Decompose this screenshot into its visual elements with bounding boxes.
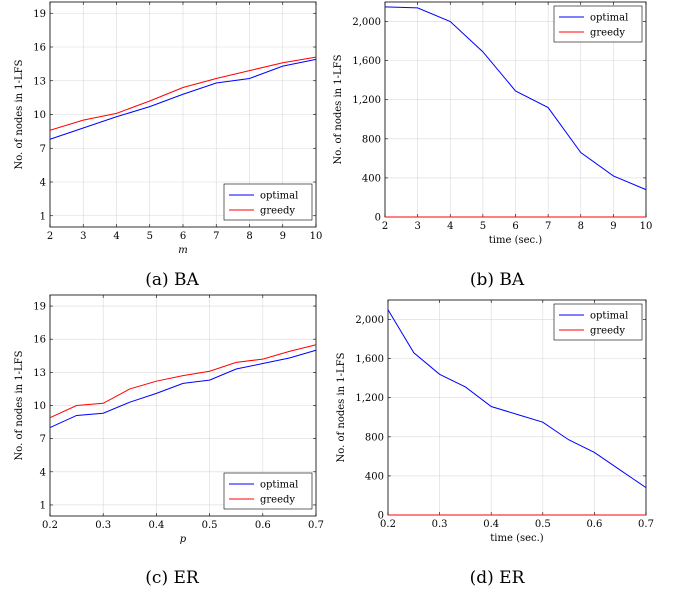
series-line-optimal: [49, 58, 317, 140]
y-tick-label: 16: [33, 43, 46, 54]
series-line-optimal: [49, 349, 317, 429]
x-tick-label: 8: [578, 221, 584, 232]
chart-panel-1: 2 3 4 5 6 7 8 9 10 0 400 800 1,200 1,600 2,000 time (se…: [333, 1, 653, 290]
x-tick-label: 0.2: [42, 520, 58, 531]
y-axis-label: No. of nodes in 1-LFS: [14, 350, 25, 460]
x-axis-label: p: [180, 534, 187, 545]
legend: optimal greedy: [553, 5, 643, 43]
x-tick-label: 4: [113, 231, 119, 242]
y-tick-label: 800: [362, 134, 381, 145]
x-tick-label: 6: [512, 221, 518, 232]
x-tick-label: 6: [180, 231, 186, 242]
x-tick-label: 9: [610, 221, 616, 232]
x-axis-label: time (sec.): [489, 235, 543, 246]
y-tick-label: 1,600: [352, 56, 381, 67]
y-tick-label: 19: [33, 9, 46, 20]
legend-label-greedy: greedy: [590, 326, 625, 337]
chart-panel-0: 2 3 4 5 6 7 8 9 10 1 4 7 10 13 16 19 m No. of nodes in 1-…: [14, 1, 323, 290]
legend-label-optimal: optimal: [590, 13, 628, 24]
x-tick-label: 10: [640, 221, 653, 232]
y-tick-label: 2,000: [355, 315, 384, 326]
x-tick-label: 0.6: [586, 519, 602, 530]
y-tick-label: 800: [365, 432, 384, 443]
x-axis-label: m: [178, 245, 187, 256]
x-tick-label: 10: [310, 231, 323, 242]
series-line-greedy: [49, 56, 317, 131]
series-line-optimal: [387, 309, 647, 489]
legend-box: [223, 472, 313, 510]
x-tick-label: 5: [147, 231, 153, 242]
panel-caption: (a) BA: [145, 270, 199, 290]
x-tick-label: 9: [280, 231, 286, 242]
legend-label-optimal: optimal: [590, 311, 628, 322]
y-tick-label: 13: [33, 368, 46, 379]
x-tick-label: 8: [246, 231, 252, 242]
x-tick-label: 7: [213, 231, 219, 242]
x-tick-label: 0.3: [95, 520, 111, 531]
x-tick-label: 0.5: [202, 520, 218, 531]
legend-label-optimal: optimal: [260, 480, 298, 491]
y-tick-label: 0: [375, 213, 381, 224]
y-tick-label: 4: [40, 178, 46, 189]
x-tick-label: 2: [47, 231, 53, 242]
x-tick-label: 0.5: [535, 519, 551, 530]
legend-box: [223, 183, 313, 221]
x-tick-label: 3: [414, 221, 420, 232]
y-tick-label: 1: [40, 211, 46, 222]
series-line-optimal: [384, 6, 647, 191]
x-tick-label: 0.7: [638, 519, 654, 530]
y-tick-label: 13: [33, 76, 46, 87]
y-tick-label: 7: [40, 144, 46, 155]
series-line-greedy: [49, 344, 317, 419]
panel-caption: (c) ER: [145, 568, 200, 588]
y-tick-label: 2,000: [352, 17, 381, 28]
y-axis-label: No. of nodes in 1-LFS: [333, 54, 344, 164]
panel-caption: (d) ER: [470, 568, 526, 588]
legend: optimal greedy: [553, 303, 643, 341]
legend-box: [553, 303, 643, 341]
legend-label-greedy: greedy: [260, 495, 295, 506]
y-tick-label: 10: [33, 401, 46, 412]
x-tick-label: 4: [447, 221, 453, 232]
y-tick-label: 1: [40, 500, 46, 511]
x-tick-label: 0.6: [255, 520, 271, 531]
panel-caption: (b) BA: [470, 270, 525, 290]
legend: optimal greedy: [223, 183, 313, 221]
y-tick-label: 10: [33, 110, 46, 121]
legend-label-optimal: optimal: [260, 191, 298, 202]
y-tick-label: 16: [33, 335, 46, 346]
y-axis-label: No. of nodes in 1-LFS: [14, 59, 25, 169]
x-tick-label: 7: [545, 221, 551, 232]
y-tick-label: 0: [378, 511, 384, 522]
x-tick-label: 3: [80, 231, 86, 242]
x-tick-label: 0.2: [380, 519, 396, 530]
y-axis-label: No. of nodes in 1-LFS: [336, 352, 347, 462]
legend-label-greedy: greedy: [260, 206, 295, 217]
x-tick-label: 0.7: [308, 520, 324, 531]
legend-label-greedy: greedy: [590, 28, 625, 39]
x-tick-label: 0.3: [432, 519, 448, 530]
x-tick-label: 0.4: [483, 519, 499, 530]
y-tick-label: 400: [365, 471, 384, 482]
chart-panel-2: 0.2 0.3 0.4 0.5 0.6 0.7 1 4 7 10 13 16 19 p No. of nod…: [14, 294, 324, 588]
y-tick-label: 7: [40, 434, 46, 445]
legend-box: [553, 5, 643, 43]
legend: optimal greedy: [223, 472, 313, 510]
y-tick-label: 1,200: [352, 95, 381, 106]
y-tick-label: 1,200: [355, 393, 384, 404]
x-tick-label: 2: [382, 221, 388, 232]
y-tick-label: 4: [40, 467, 46, 478]
x-tick-label: 0.4: [148, 520, 164, 531]
x-tick-label: 5: [480, 221, 486, 232]
y-tick-label: 400: [362, 173, 381, 184]
y-tick-label: 19: [33, 302, 46, 313]
x-axis-label: time (sec.): [490, 533, 544, 544]
y-tick-label: 1,600: [355, 354, 384, 365]
chart-panel-3: 0.2 0.3 0.4 0.5 0.6 0.7 0 400 800 1,200 1,600 2,000…: [336, 299, 654, 588]
